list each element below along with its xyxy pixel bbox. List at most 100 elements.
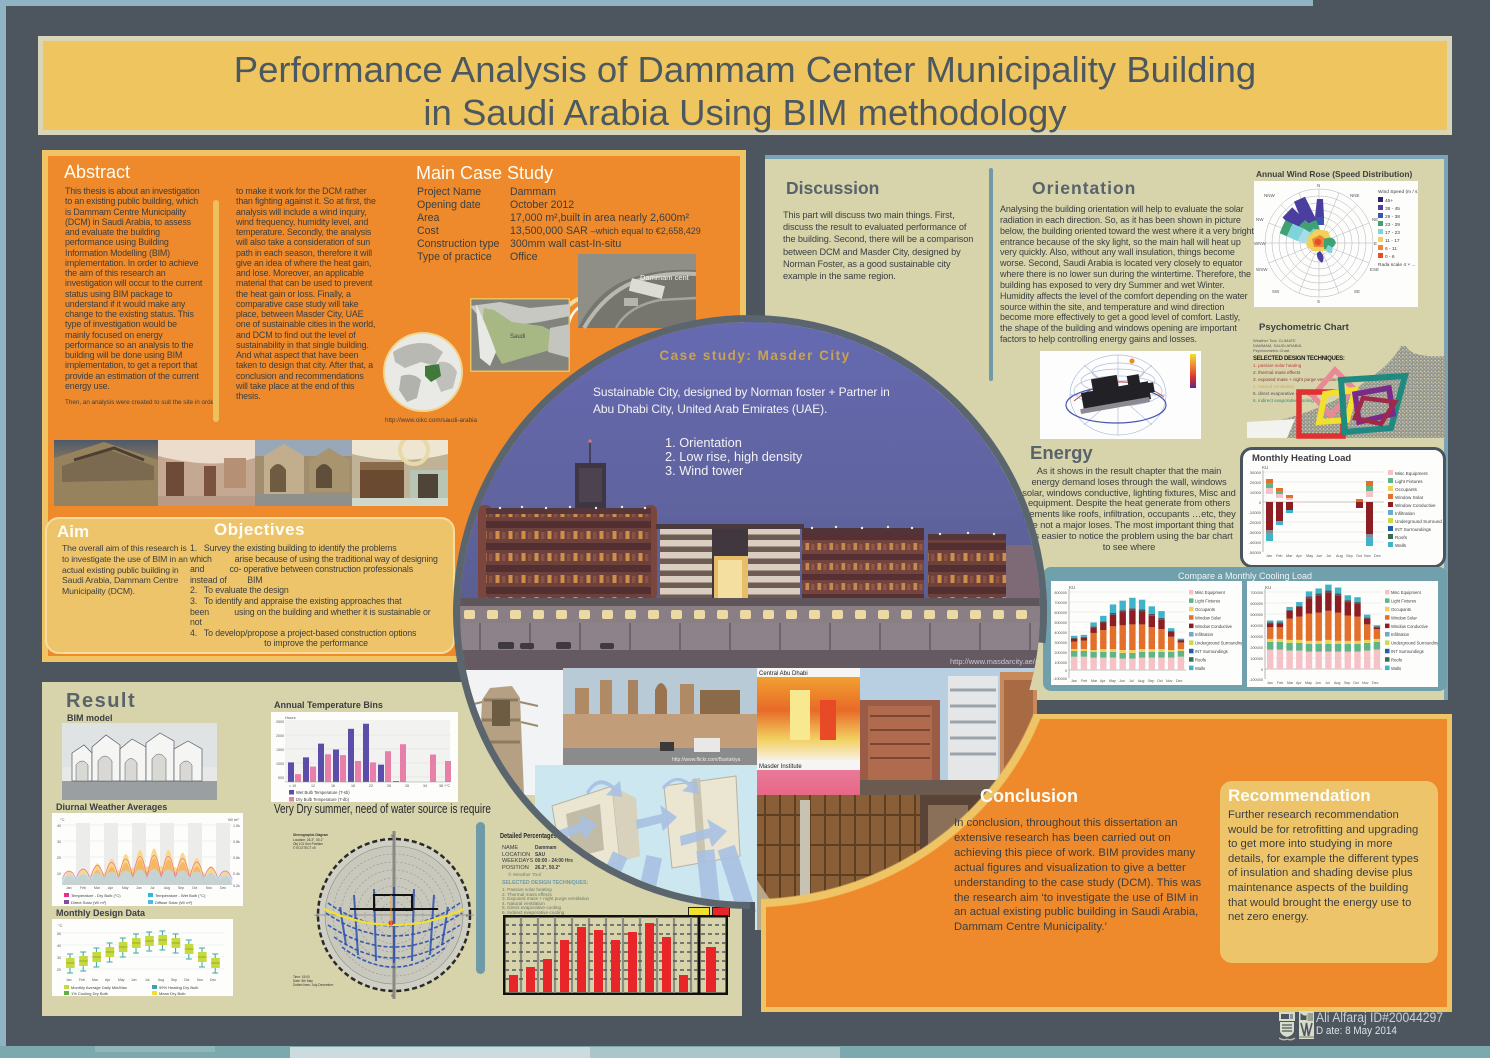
svg-text:0.4k: 0.4k [233,872,240,876]
svg-text:Mar: Mar [94,886,101,890]
svg-text:500000: 500000 [1054,621,1067,625]
svg-text:-50000: -50000 [1249,550,1262,555]
svg-text:10000: 10000 [1250,490,1262,495]
svg-text:S: S [1317,299,1320,304]
svg-text:Light Fixtures: Light Fixtures [1391,599,1416,604]
svg-text:20: 20 [57,856,61,860]
svg-text:0 - 6: 0 - 6 [1385,254,1395,260]
svg-text:11 - 17: 11 - 17 [1385,238,1400,244]
svg-text:-40000: -40000 [1249,540,1262,545]
svg-text:-100000: -100000 [1053,677,1067,681]
svg-text:300000: 300000 [1250,635,1263,639]
svg-text:Roofs: Roofs [1391,657,1402,662]
svg-text:Sep: Sep [1344,681,1350,685]
svg-text:°C: °C [60,817,65,822]
svg-text:Oct: Oct [192,886,197,890]
svg-text:Saudi: Saudi [510,334,525,340]
svg-text:Walls: Walls [1195,666,1205,671]
svg-text:Jan: Jan [1266,554,1272,558]
svg-text:Oct: Oct [1157,679,1163,683]
svg-text:Apr: Apr [1296,681,1302,685]
svg-text:Jul: Jul [1326,554,1331,558]
svg-text:SE: SE [1354,289,1360,294]
svg-text:Window Solar: Window Solar [1391,615,1417,620]
svg-text:700000: 700000 [1250,591,1263,595]
svg-text:N: N [1317,183,1320,188]
svg-text:-10000: -10000 [1249,510,1262,515]
svg-text:600000: 600000 [1250,602,1263,606]
svg-text:400000: 400000 [1054,631,1067,635]
svg-text:Window Solar: Window Solar [1195,615,1221,620]
svg-text:28: 28 [405,784,409,788]
svg-text:800000: 800000 [1054,591,1067,595]
svg-text:Apr: Apr [1296,554,1303,558]
svg-text:SELECTED DESIGN TECHNIQUES:: SELECTED DESIGN TECHNIQUES: [1253,356,1345,362]
svg-text:100000: 100000 [1054,661,1067,665]
svg-text:99% Heating Dry Bulb: 99% Heating Dry Bulb [159,985,199,990]
svg-text:40: 40 [57,944,61,948]
svg-text:E: E [1374,241,1377,246]
svg-text:Dotted lines: July-December.: Dotted lines: July-December. [293,983,334,987]
svg-text:0: 0 [1065,669,1067,673]
svg-text:20: 20 [57,968,61,972]
svg-text:Jul: Jul [1129,679,1134,683]
svg-text:4. natural ventilation: 4. natural ventilation [1253,384,1295,389]
svg-text:Aug: Aug [158,978,164,982]
svg-text:Jan: Jan [1267,681,1273,685]
svg-text:Nov: Nov [197,978,203,982]
svg-text:Misc Equipment: Misc Equipment [1195,590,1226,595]
svg-text:40: 40 [57,824,61,828]
svg-text:May: May [122,886,129,890]
svg-text:© ECOTECT v5: © ECOTECT v5 [293,846,316,850]
svg-text:Misc Equipment: Misc Equipment [1391,590,1422,595]
svg-text:Window Conductive: Window Conductive [1195,624,1233,629]
svg-text:Aug: Aug [1336,554,1343,558]
svg-text:Sep: Sep [178,886,184,890]
svg-text:Jan: Jan [66,978,72,982]
svg-text:May: May [1109,679,1116,683]
svg-text:500: 500 [278,776,284,780]
svg-text:KU: KU [1069,585,1075,590]
svg-text:22: 22 [369,784,373,788]
svg-text:Jan: Jan [66,886,72,890]
svg-text:INT Surroundings: INT Surroundings [1195,649,1228,654]
svg-text:Date: 5th May: Date: 5th May [293,979,313,983]
svg-text:Mean Dry Bulb: Mean Dry Bulb [159,991,186,996]
svg-text:Window Solar: Window Solar [1395,495,1424,500]
svg-text:Misc Equipment: Misc Equipment [1395,471,1428,476]
svg-text:Feb: Feb [79,978,85,982]
svg-text:200000: 200000 [1054,651,1067,655]
svg-text:Walls: Walls [1391,666,1401,671]
svg-text:12: 12 [311,784,315,788]
svg-text:KU: KU [1262,465,1268,470]
svg-text:500000: 500000 [1250,613,1263,617]
svg-text:Oct: Oct [1356,554,1363,558]
svg-text:29 - 38: 29 - 38 [1385,214,1400,220]
svg-text:Light Fixtures: Light Fixtures [1195,599,1220,604]
svg-text:Infiltration: Infiltration [1391,632,1410,637]
svg-text:Feb: Feb [1081,679,1087,683]
svg-text:Mar: Mar [92,978,99,982]
svg-text:100000: 100000 [1250,657,1263,661]
svg-text:700000: 700000 [1054,601,1067,605]
svg-text:W/ m²: W/ m² [228,817,239,822]
svg-text:INT Surroundings: INT Surroundings [1391,649,1424,654]
svg-text:Temperature - Dry Bulb (°C): Temperature - Dry Bulb (°C) [71,893,121,898]
svg-text:38 - 45: 38 - 45 [1385,206,1400,212]
svg-text:Dec: Dec [220,886,226,890]
svg-text:INT Surroundings: INT Surroundings [1395,527,1432,532]
svg-text:KU: KU [1265,585,1271,590]
svg-text:Nov: Nov [1364,554,1371,558]
svg-text:WNW: WNW [1254,241,1266,246]
svg-text:38 +°C: 38 +°C [439,784,451,788]
svg-text:Feb: Feb [80,886,86,890]
svg-text:Sep: Sep [1148,679,1154,683]
svg-text:Time: 15:00: Time: 15:00 [293,975,310,979]
svg-text:Light Fixtures: Light Fixtures [1395,479,1423,484]
svg-text:Nov: Nov [1362,681,1369,685]
svg-text:20000: 20000 [1250,480,1262,485]
svg-text:30: 30 [57,956,61,960]
svg-text:Infiltration: Infiltration [1195,632,1214,637]
svg-text:50: 50 [57,932,61,936]
svg-text:ESE: ESE [1370,267,1379,272]
